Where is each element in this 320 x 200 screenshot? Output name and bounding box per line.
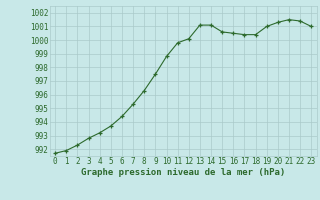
X-axis label: Graphe pression niveau de la mer (hPa): Graphe pression niveau de la mer (hPa) [81,168,285,177]
